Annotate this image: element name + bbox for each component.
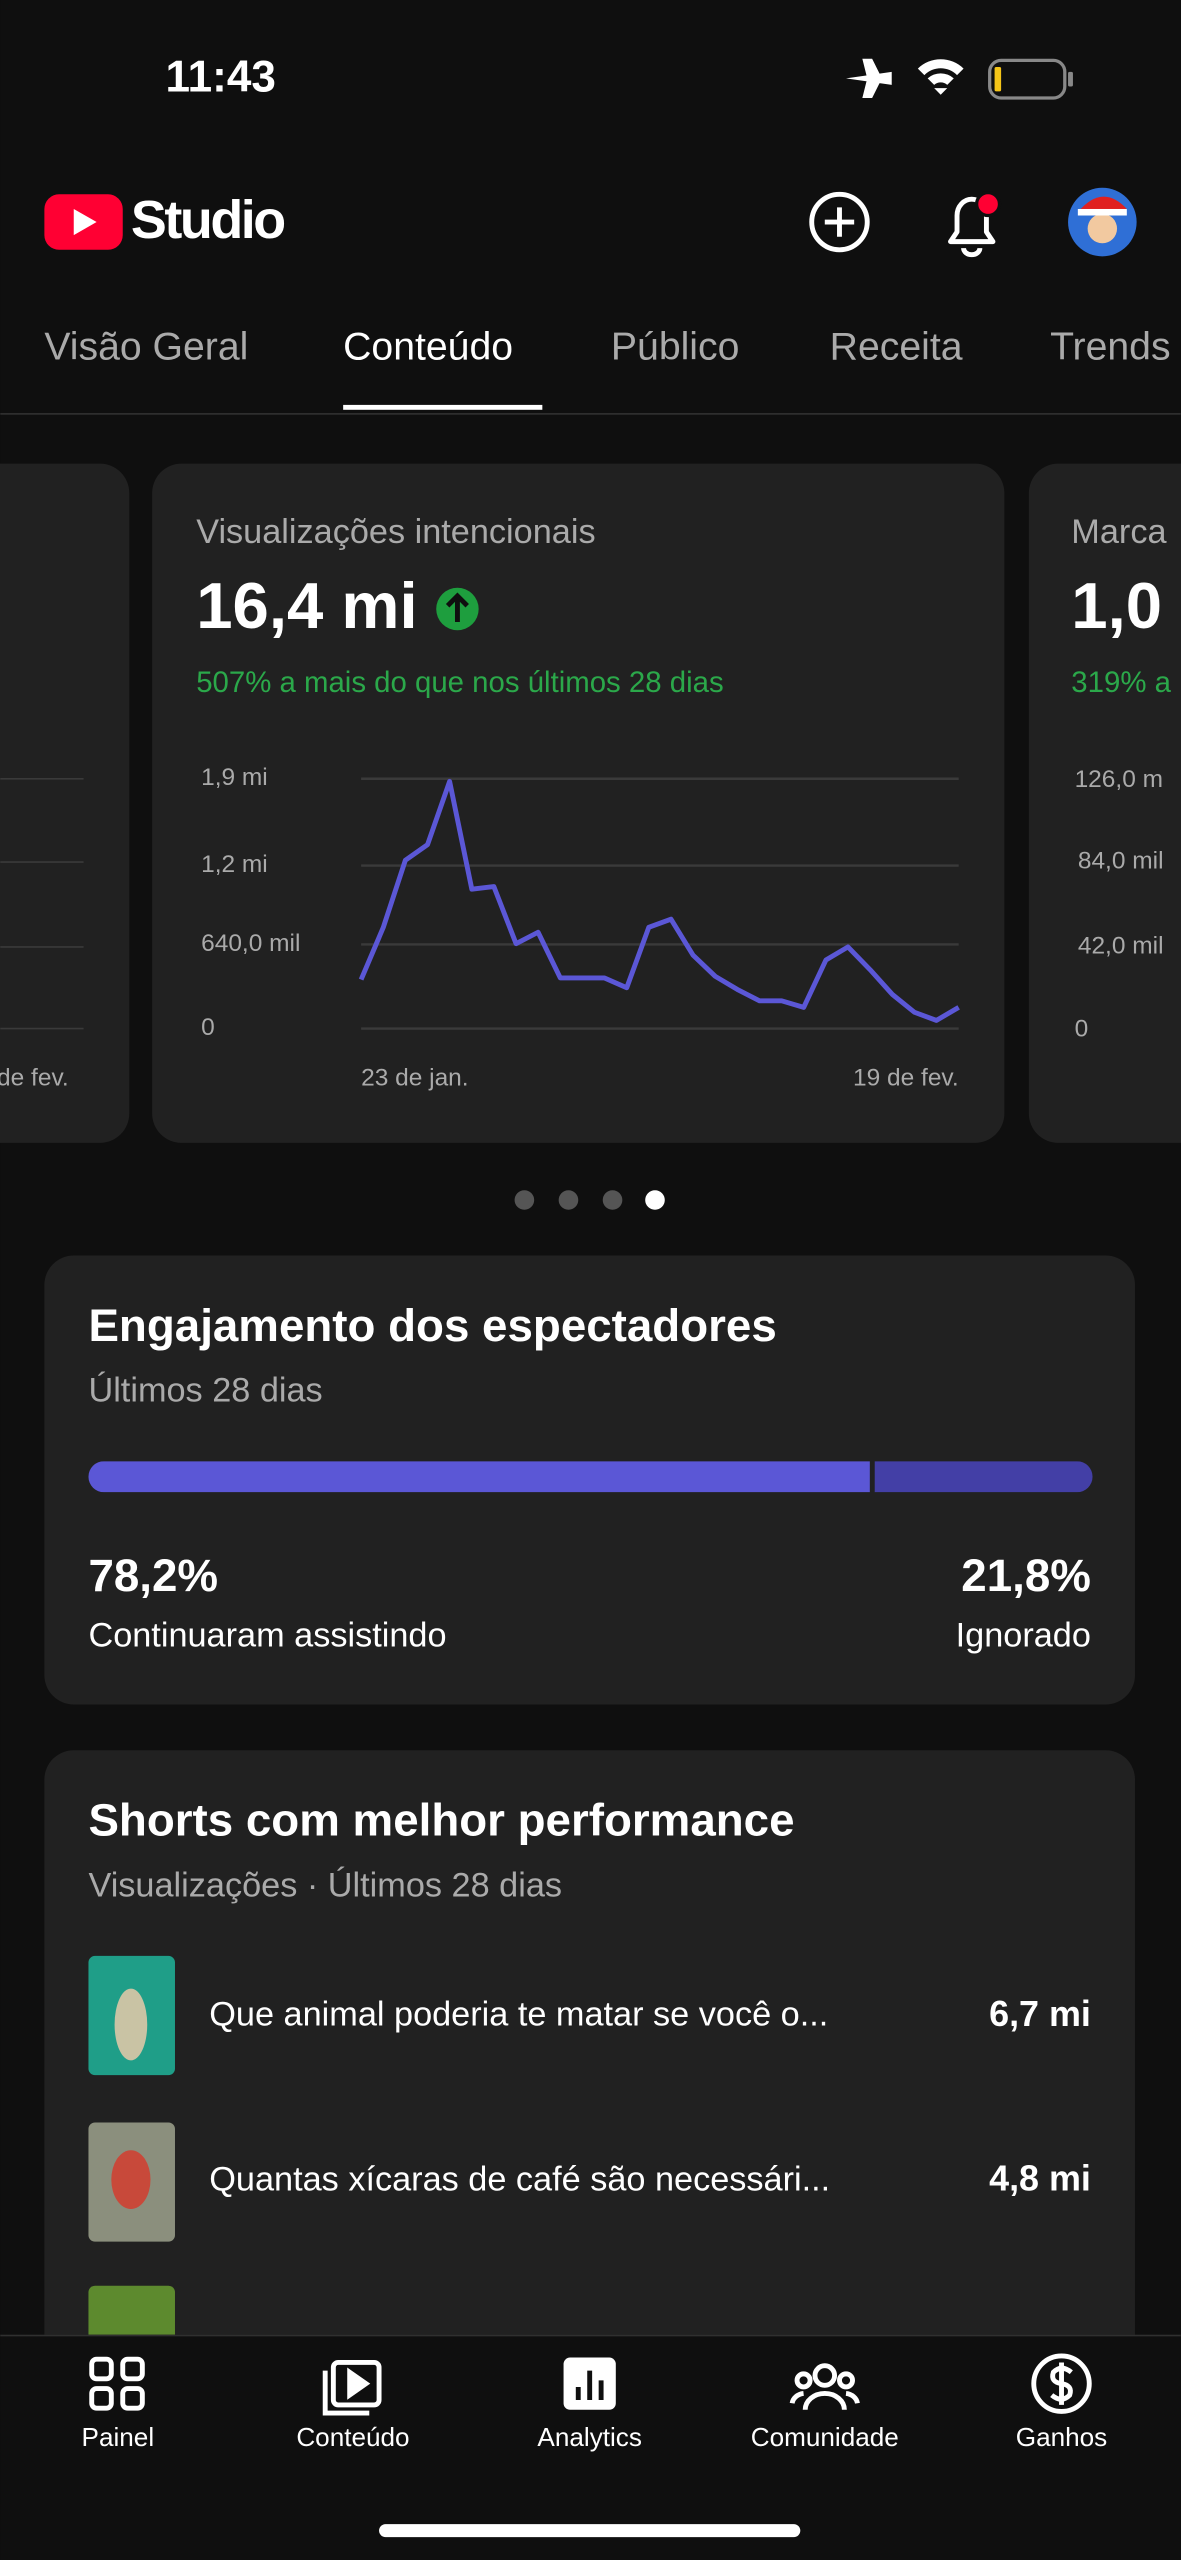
card-title: Marca bbox=[1071, 513, 1167, 551]
short-views: 4,8 mi bbox=[989, 2158, 1091, 2199]
app-title: Studio bbox=[131, 190, 284, 250]
card-title: Visualizações intencionais bbox=[196, 513, 595, 551]
avatar[interactable] bbox=[1068, 187, 1137, 257]
nav-label[interactable]: Conteúdo bbox=[296, 2422, 409, 2452]
metric-card[interactable]: Visualizações intencionais 16,4 mi 507% … bbox=[152, 463, 1005, 1143]
status-time: 11:43 bbox=[166, 53, 276, 102]
create-button[interactable] bbox=[809, 191, 870, 253]
status-icons bbox=[846, 58, 1073, 100]
y-tick-label: 1,9 mi bbox=[201, 764, 268, 791]
nav-label[interactable]: Painel bbox=[82, 2422, 155, 2452]
card-total: 16,4 mi bbox=[196, 569, 417, 642]
x-tick-label: 19 de fev. bbox=[853, 1065, 959, 1092]
x-tick-label: de fev. bbox=[0, 1065, 69, 1092]
y-tick-label: 0 bbox=[201, 1014, 215, 1041]
short-views: 6,7 mi bbox=[989, 1993, 1091, 2034]
card-total: 1,0 bbox=[1071, 569, 1162, 642]
bar-segment bbox=[874, 1461, 1093, 1493]
bar-segment bbox=[88, 1461, 870, 1493]
short-row[interactable]: Que animal poderia te matar se você o...… bbox=[88, 1955, 1091, 2076]
home-indicator bbox=[379, 2524, 801, 2538]
notifications-button[interactable] bbox=[948, 191, 1002, 258]
card-change: 507% a mais do que nos últimos 28 dias bbox=[196, 666, 723, 699]
y-tick-label: 42,0 mil bbox=[1078, 932, 1164, 959]
short-title: Que animal poderia te matar se você o... bbox=[209, 1995, 828, 2033]
card-change: 319% a bbox=[1071, 666, 1171, 699]
tab[interactable]: Trends bbox=[1050, 326, 1170, 369]
short-row[interactable]: Quantas xícaras de café são necessári...… bbox=[88, 2122, 1091, 2242]
card-subtitle: Visualizações · Últimos 28 dias bbox=[88, 1865, 562, 1904]
divider bbox=[0, 413, 1181, 415]
logo[interactable]: Studio bbox=[44, 190, 287, 250]
nav-label[interactable]: Analytics bbox=[537, 2422, 641, 2452]
nav-label[interactable]: Comunidade bbox=[751, 2422, 899, 2452]
y-tick-label: 640,0 mil bbox=[201, 930, 300, 957]
card-subtitle: Últimos 28 dias bbox=[88, 1371, 322, 1410]
nav-labels: Painel Conteúdo Analytics Comunidade Ganhos bbox=[82, 2422, 1108, 2452]
nav-icons bbox=[89, 2353, 1092, 2416]
x-tick-label: 23 de jan. bbox=[361, 1065, 468, 1092]
nav-label[interactable]: Ganhos bbox=[1016, 2422, 1107, 2452]
partial-card-left: de fev. bbox=[0, 463, 130, 1143]
card-title: Shorts com melhor performance bbox=[88, 1795, 794, 1846]
shorts-card: Shorts com melhor performance Visualizaç… bbox=[44, 1750, 1135, 2436]
y-tick-label: 84,0 mil bbox=[1078, 848, 1164, 875]
partial-card-right: Marca 1,0 319% a 126,0 m 84,0 mil 42,0 m… bbox=[1028, 463, 1181, 1143]
tab[interactable]: Receita bbox=[830, 326, 963, 369]
tab[interactable]: Visão Geral bbox=[44, 326, 248, 369]
carousel-dots[interactable] bbox=[514, 1190, 665, 1210]
y-tick-label: 126,0 m bbox=[1075, 766, 1163, 793]
line-series bbox=[358, 778, 960, 1023]
tab-bar: Visão Geral Conteúdo Público Receita Trends bbox=[44, 326, 1170, 369]
card-title: Engajamento dos espectadores bbox=[88, 1300, 776, 1351]
divider bbox=[0, 2334, 1181, 2337]
y-tick-label: 1,2 mi bbox=[201, 851, 268, 878]
tab[interactable]: Conteúdo bbox=[343, 326, 513, 369]
percent-caption: Ignorado bbox=[956, 1617, 1091, 1655]
short-title: Quantas xícaras de café são necessári... bbox=[209, 2160, 830, 2198]
y-tick-label: 0 bbox=[1075, 1016, 1089, 1043]
tab[interactable]: Público bbox=[611, 326, 739, 369]
engagement-card: Engajamento dos espectadores Últimos 28 … bbox=[44, 1255, 1135, 1705]
active-tab-indicator bbox=[343, 404, 543, 410]
percent-label: 21,8% bbox=[961, 1550, 1091, 1601]
engagement-bar bbox=[88, 1461, 1093, 1493]
percent-label: 78,2% bbox=[88, 1550, 218, 1601]
percent-caption: Continuaram assistindo bbox=[88, 1617, 446, 1655]
